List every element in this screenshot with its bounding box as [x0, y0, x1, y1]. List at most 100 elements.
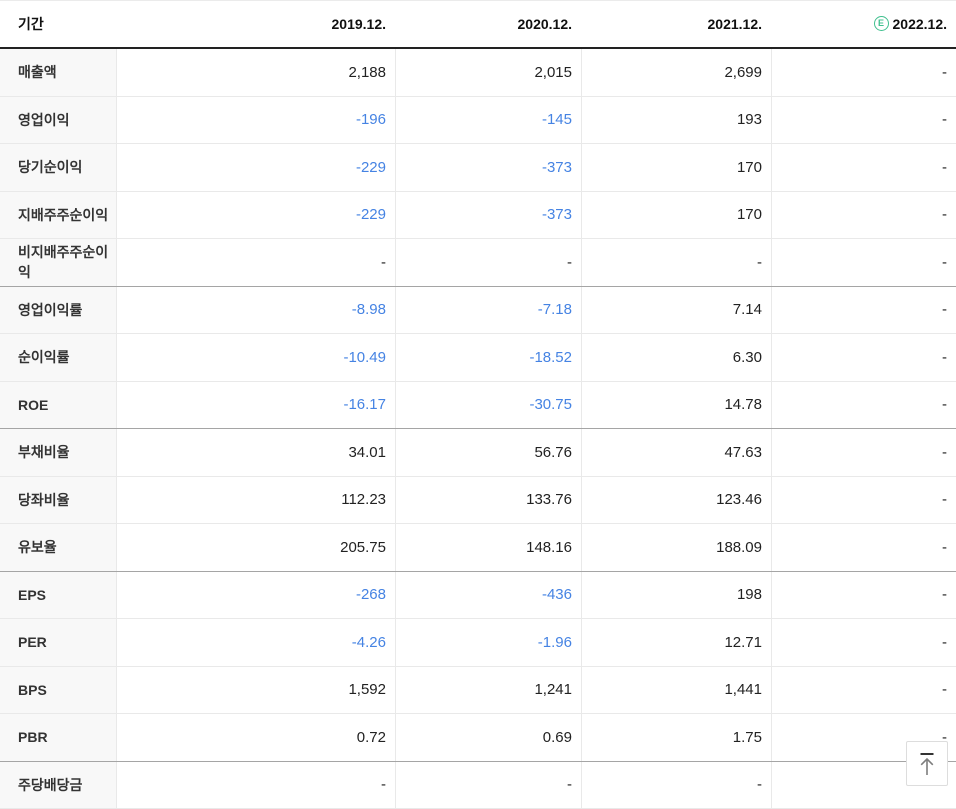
table-row: 매출액 2,188 2,015 2,699- [0, 49, 956, 96]
cell-value: 56.76 [395, 429, 581, 476]
cell-value: -436 [395, 571, 581, 618]
row-label: BPS [0, 666, 116, 713]
cell-value: - [771, 429, 956, 476]
cell-value: 1,241 [395, 666, 581, 713]
row-label: 당기순이익 [0, 144, 116, 191]
cell-value: 133.76 [395, 476, 581, 523]
cell-value: 0.72 [116, 714, 395, 761]
cell-value: - [771, 666, 956, 713]
cell-value: 2,699 [581, 49, 771, 96]
cell-value: -8.98 [116, 286, 395, 333]
cell-value: -4.26 [116, 619, 395, 666]
cell-value: 34.01 [116, 429, 395, 476]
period-header-label: 기간 [0, 1, 116, 47]
row-label: 부채비율 [0, 429, 116, 476]
row-label: 당좌비율 [0, 476, 116, 523]
estimate-icon: E [873, 15, 889, 31]
cell-value: - [771, 286, 956, 333]
cell-value: 14.78 [581, 381, 771, 428]
table-row: 유보율 205.75 148.16 188.09- [0, 523, 956, 571]
scroll-to-top-icon [920, 752, 934, 775]
cell-value: - [116, 761, 395, 808]
column-header-2019: 2019.12. [331, 16, 387, 32]
cell-value: - [771, 334, 956, 381]
cell-value: -16.17 [116, 381, 395, 428]
cell-value: - [771, 524, 956, 571]
cell-value: -229 [116, 191, 395, 238]
cell-value: 188.09 [581, 524, 771, 571]
row-label: 영업이익률 [0, 286, 116, 333]
cell-value: 198 [581, 571, 771, 618]
table-row: PER -4.26 -1.96 12.71- [0, 618, 956, 666]
table-row: ROE -16.17 -30.75 14.78- [0, 380, 956, 428]
column-header-2020: 2020.12. [517, 16, 573, 32]
cell-value: 7.14 [581, 286, 771, 333]
table-header-row: 기간 2019.12. 2020.12. 2021.12. E 2022.12. [0, 1, 956, 49]
cell-value: -229 [116, 144, 395, 191]
cell-value: - [771, 381, 956, 428]
table-row: 지배주주순이익 -229 -373 170- [0, 190, 956, 238]
cell-value: -18.52 [395, 334, 581, 381]
cell-value: - [771, 96, 956, 143]
cell-value: 170 [581, 144, 771, 191]
row-label: 매출액 [0, 49, 116, 96]
cell-value: - [581, 239, 771, 286]
table-row: 순이익률 -10.49 -18.52 6.30- [0, 333, 956, 381]
table-row: 당기순이익 -229 -373 170- [0, 143, 956, 191]
cell-value: - [771, 571, 956, 618]
scroll-to-top-button[interactable] [906, 741, 948, 786]
table-row: 영업이익 -196 -145 193- [0, 95, 956, 143]
cell-value: -196 [116, 96, 395, 143]
cell-value: 193 [581, 96, 771, 143]
table-row: PBR 0.72 0.69 1.75- [0, 713, 956, 761]
cell-value: - [581, 761, 771, 808]
table-row: 영업이익률 -8.98 -7.18 7.14- [0, 285, 956, 333]
row-label: EPS [0, 571, 116, 618]
cell-value: 1,592 [116, 666, 395, 713]
cell-value: 123.46 [581, 476, 771, 523]
row-label: PER [0, 619, 116, 666]
table-row: 당좌비율 112.23 133.76 123.46- [0, 475, 956, 523]
table-row: 부채비율 34.01 56.76 47.63- [0, 428, 956, 476]
cell-value: -373 [395, 191, 581, 238]
table-row: BPS 1,592 1,241 1,441- [0, 665, 956, 713]
cell-value: - [116, 239, 395, 286]
row-label: 유보율 [0, 524, 116, 571]
cell-value: - [771, 476, 956, 523]
row-label: 영업이익 [0, 96, 116, 143]
cell-value: - [771, 239, 956, 286]
cell-value: - [771, 144, 956, 191]
cell-value: - [771, 49, 956, 96]
row-label: 순이익률 [0, 334, 116, 381]
cell-value: - [771, 191, 956, 238]
column-header-2021: 2021.12. [707, 16, 763, 32]
cell-value: -30.75 [395, 381, 581, 428]
table-row: 주당배당금---- [0, 760, 956, 808]
row-label: 비지배주주순이익 [0, 239, 116, 286]
table-body: 매출액 2,188 2,015 2,699- 영업이익 -196 -145 193- 당기순이익… [0, 49, 956, 809]
cell-value: 2,015 [395, 49, 581, 96]
cell-value: 112.23 [116, 476, 395, 523]
cell-value: - [395, 239, 581, 286]
cell-value: -373 [395, 144, 581, 191]
cell-value: -145 [395, 96, 581, 143]
row-label: PBR [0, 714, 116, 761]
cell-value: -1.96 [395, 619, 581, 666]
column-header-2022-estimate: E 2022.12. [771, 1, 956, 47]
cell-value: -10.49 [116, 334, 395, 381]
cell-value: -7.18 [395, 286, 581, 333]
cell-value: 1,441 [581, 666, 771, 713]
cell-value: 170 [581, 191, 771, 238]
column-header-2022-label: 2022.12. [892, 16, 948, 32]
row-label: 주당배당금 [0, 761, 116, 808]
cell-value: -268 [116, 571, 395, 618]
table-row: EPS -268 -436 198- [0, 570, 956, 618]
cell-value: 47.63 [581, 429, 771, 476]
cell-value: 2,188 [116, 49, 395, 96]
cell-value: 1.75 [581, 714, 771, 761]
cell-value: 12.71 [581, 619, 771, 666]
cell-value: - [395, 761, 581, 808]
cell-value: 205.75 [116, 524, 395, 571]
row-label: ROE [0, 381, 116, 428]
